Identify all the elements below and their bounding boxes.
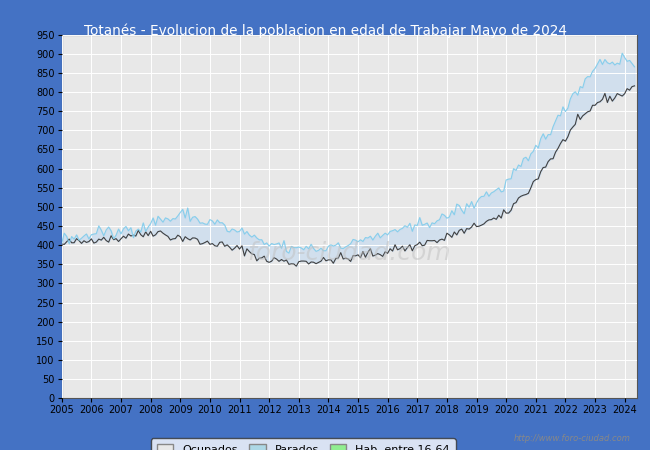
- Text: http://www.foro-ciudad.com: http://www.foro-ciudad.com: [514, 434, 630, 443]
- Text: foro-ciudad.com: foro-ciudad.com: [248, 241, 451, 265]
- Legend: Ocupados, Parados, Hab. entre 16-64: Ocupados, Parados, Hab. entre 16-64: [151, 438, 456, 450]
- Text: Totanés - Evolucion de la poblacion en edad de Trabajar Mayo de 2024: Totanés - Evolucion de la poblacion en e…: [83, 24, 567, 38]
